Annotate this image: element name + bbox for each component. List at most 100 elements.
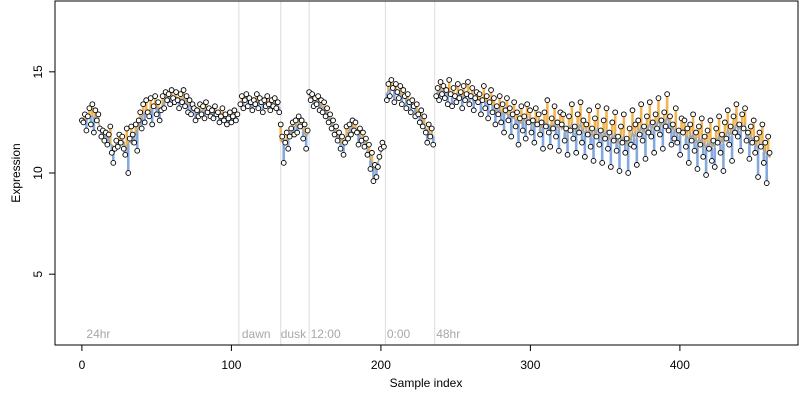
data-point [286,133,293,140]
data-point [482,105,489,112]
data-point [765,133,772,140]
data-point [505,117,512,124]
data-point [752,149,759,156]
data-point [279,133,286,140]
data-point [476,91,483,97]
data-point [729,158,735,164]
data-point [753,135,760,142]
data-point [337,145,344,152]
data-point [94,117,100,124]
data-point [141,119,148,126]
data-point [724,107,731,114]
data-point [387,93,393,99]
data-point [616,168,623,174]
data-point [140,101,147,108]
data-point [664,91,670,97]
data-point [633,162,640,168]
data-point [122,151,129,158]
data-point [618,123,624,130]
data-point [595,103,601,110]
data-point [373,174,380,180]
y-tick-label: 10 [31,166,45,180]
data-point [336,129,342,136]
data-point [397,83,404,89]
data-point [242,97,248,104]
data-point [758,143,764,150]
data-point [240,105,247,112]
annotation-label: 24hr [86,327,110,341]
data-point [388,77,395,83]
data-point [639,137,646,144]
data-point [427,133,434,140]
data-point [367,166,374,172]
data-point [693,129,699,136]
data-point [745,129,751,136]
data-point [747,123,754,130]
data-point [691,147,698,154]
data-point [626,125,633,132]
data-point [446,77,453,83]
data-point [625,170,632,176]
data-point [470,107,477,114]
data-point [243,91,250,97]
data-point [245,103,251,110]
data-point [683,143,689,150]
data-point [425,121,432,128]
data-point [231,107,238,114]
x-axis-title: Sample index [390,376,463,390]
data-point [540,145,546,152]
data-point [704,127,711,134]
y-axis-title: Expression [9,143,23,202]
data-point [228,119,235,126]
data-point [551,103,558,110]
data-point [107,123,114,130]
data-point [580,117,587,124]
data-point [645,129,652,136]
data-point [297,123,304,130]
data-point [117,139,124,146]
data-point [176,105,182,112]
x-tick-label: 0 [79,358,86,372]
data-point [511,99,517,106]
data-point [579,139,585,146]
data-point [723,135,730,142]
data-point [499,101,506,108]
data-point [602,135,608,142]
data-point [636,131,643,138]
data-point [274,99,281,106]
data-point [727,123,734,130]
data-point [584,131,591,138]
data-point [442,95,448,101]
data-point [609,119,616,126]
data-point [360,129,366,136]
data-point [92,107,99,114]
data-point [443,87,450,93]
y-tick-label: 5 [31,271,45,278]
data-point [315,93,321,99]
data-point [543,123,549,130]
data-point [307,97,314,104]
data-point [237,101,244,108]
data-point [599,160,606,166]
data-point [409,97,416,104]
data-point [440,83,447,89]
data-point [265,101,272,108]
data-point [342,139,348,146]
data-point [674,139,681,146]
data-point [521,113,528,120]
data-point [589,125,595,132]
data-point [592,115,598,122]
data-point [150,103,157,110]
data-point [492,121,499,128]
data-point [561,137,568,144]
data-point [83,127,90,134]
data-point [80,119,87,126]
data-point [129,131,136,138]
data-point [439,91,445,97]
data-point [159,93,166,99]
data-point [714,139,721,146]
data-point [597,127,604,134]
data-point [530,117,536,124]
data-point [571,123,578,130]
